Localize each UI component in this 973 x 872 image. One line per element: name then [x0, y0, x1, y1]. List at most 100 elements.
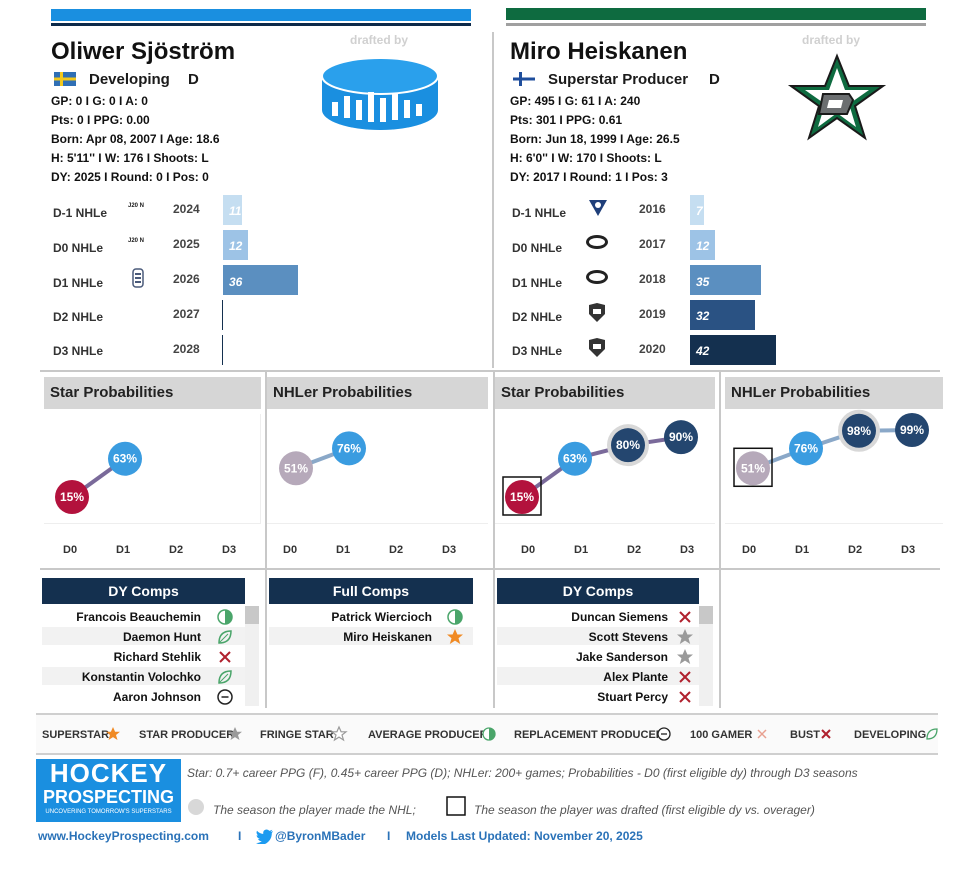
nhle-bar-value: 12	[696, 239, 710, 253]
nhle-bar-value: 35	[696, 275, 710, 289]
right-stats-line3: Born: Jun 18, 1999 I Age: 26.5	[510, 132, 680, 146]
nhle-bar-value: 11	[229, 204, 242, 218]
prob-point-label: 76%	[337, 441, 361, 455]
replacement-producer-icon	[657, 727, 671, 741]
website-link[interactable]: www.HockeyProspecting.com	[38, 829, 209, 843]
list-item[interactable]	[42, 627, 245, 645]
nhle-bar	[690, 300, 755, 330]
axis-label: D2	[389, 544, 404, 556]
nhle-bar-value: 42	[696, 344, 710, 358]
nhle-bar	[690, 335, 776, 365]
comp-player-name[interactable]: Konstantin Volochko	[81, 670, 201, 684]
full-comps-title: Full Comps	[269, 578, 473, 604]
prob-point[interactable]	[55, 480, 89, 514]
left-dy-comps-scrollbar[interactable]	[245, 606, 259, 706]
right-star-prob-title: Star Probabilities	[495, 377, 715, 409]
prob-point-label: 76%	[794, 441, 818, 455]
prob-point[interactable]	[789, 431, 823, 466]
right-player-name: Miro Heiskanen	[510, 38, 688, 65]
nhle-empty-bar	[222, 335, 223, 365]
left-accent-underline	[51, 23, 471, 26]
prob-point[interactable]	[279, 451, 313, 486]
nhle-year: 2017	[639, 237, 666, 251]
legend-icons	[106, 725, 938, 742]
right-stats-line5: DY: 2017 I Round: 1 I Pos: 3	[510, 170, 668, 184]
prob-point[interactable]	[611, 428, 645, 463]
nhle-year: 2024	[173, 202, 200, 216]
legend-label: DEVELOPING	[854, 729, 927, 741]
twitter-handle[interactable]: @ByronMBader	[275, 829, 366, 843]
comp-player-name[interactable]: Miro Heiskanen	[343, 630, 432, 644]
nhle-bar	[223, 230, 248, 260]
nhle-year: 2018	[639, 272, 666, 286]
bust-icon	[219, 651, 231, 663]
comp-player-name[interactable]: Scott Stevens	[588, 630, 668, 644]
nhle-row-label: D-1 NHLe	[53, 206, 108, 220]
nhle-row-label: D-1 NHLe	[512, 206, 567, 220]
nhle-year: 2019	[639, 307, 666, 321]
prob-point-label: 15%	[510, 490, 534, 504]
v-divider-c	[719, 372, 721, 708]
comp-player-name[interactable]: Aaron Johnson	[112, 690, 201, 704]
prob-point[interactable]	[842, 413, 876, 448]
axis-label: D3	[901, 544, 916, 556]
axis-label: D0	[63, 544, 78, 556]
undrafted-puck-icon	[321, 57, 439, 130]
list-item[interactable]	[269, 627, 473, 645]
right-dy-comps-title: DY Comps	[497, 578, 699, 604]
hifk-icon	[589, 200, 607, 216]
left-dy-comps-title: DY Comps	[42, 578, 245, 604]
axis-label: D3	[442, 544, 457, 556]
prob-point[interactable]	[664, 420, 698, 455]
footnote-definitions: Star: 0.7+ career PPG (F), 0.45+ career …	[187, 766, 858, 780]
probability-charts: 15% 63% 51% 76% 15% 63% 80% 90% 51% 76% 98% 99%	[55, 409, 929, 516]
legend-label: AVERAGE PRODUCER	[368, 729, 488, 741]
prob-point-label: 98%	[847, 424, 871, 438]
prob-point-label: 90%	[669, 430, 693, 444]
comp-player-name[interactable]: Jake Sanderson	[575, 650, 668, 664]
comp-player-name[interactable]: Francois Beauchemin	[76, 610, 201, 624]
nhle-bar	[223, 265, 298, 295]
prob-point[interactable]	[332, 431, 366, 466]
comp-player-name[interactable]: Duncan Siemens	[571, 610, 668, 624]
j20-nationell-icon: J20 N	[128, 203, 145, 209]
average-producer-icon	[482, 727, 496, 741]
h-divider-2	[40, 568, 940, 570]
prob-point[interactable]	[895, 413, 929, 447]
right-star-plot-frame	[495, 414, 715, 524]
legend-label: FRINGE STAR	[260, 729, 334, 741]
star-producer-icon	[677, 649, 693, 664]
developing-icon	[926, 728, 938, 740]
right-stats-line2: Pts: 301 I PPG: 0.61	[510, 113, 623, 127]
left-drafted-by: drafted by	[350, 33, 409, 47]
list-item[interactable]	[497, 627, 699, 645]
nhle-year: 2025	[173, 237, 200, 251]
hockey-prospecting-logo: HOCKEY PROSPECTING UNCOVERING TOMORROW'S…	[36, 759, 181, 822]
left-stats-line5: DY: 2025 I Round: 0 I Pos: 0	[51, 170, 209, 184]
prob-point[interactable]	[558, 441, 592, 476]
right-stats-line1: GP: 495 I G: 61 I A: 240	[510, 94, 641, 108]
average-producer-icon	[217, 609, 233, 625]
prob-point[interactable]	[505, 480, 539, 514]
comp-player-name[interactable]: Richard Stehlik	[113, 650, 201, 664]
right-accent-underline	[506, 23, 926, 26]
footer-separator: I	[238, 829, 242, 843]
left-position: D	[188, 71, 199, 88]
bust-icon	[679, 671, 691, 683]
list-item[interactable]	[497, 667, 699, 685]
prob-point-label: 51%	[741, 461, 765, 475]
axis-label: D1	[116, 544, 131, 556]
100-gamer-icon	[757, 729, 767, 739]
comp-player-name[interactable]: Patrick Wiercioch	[331, 610, 432, 624]
prob-point[interactable]	[736, 451, 770, 486]
comp-player-name[interactable]: Daemon Hunt	[123, 630, 201, 644]
prob-point[interactable]	[108, 441, 142, 476]
nhle-row-label: D1 NHLe	[512, 276, 563, 290]
twitter-icon[interactable]	[256, 829, 274, 844]
hockeyallsvenskan-icon	[132, 268, 144, 288]
right-dy-comps-scrollbar[interactable]	[699, 606, 713, 706]
comp-player-name[interactable]: Alex Plante	[603, 670, 668, 684]
axis-label: D0	[283, 544, 298, 556]
list-item[interactable]	[42, 667, 245, 685]
comp-player-name[interactable]: Stuart Percy	[597, 690, 668, 704]
